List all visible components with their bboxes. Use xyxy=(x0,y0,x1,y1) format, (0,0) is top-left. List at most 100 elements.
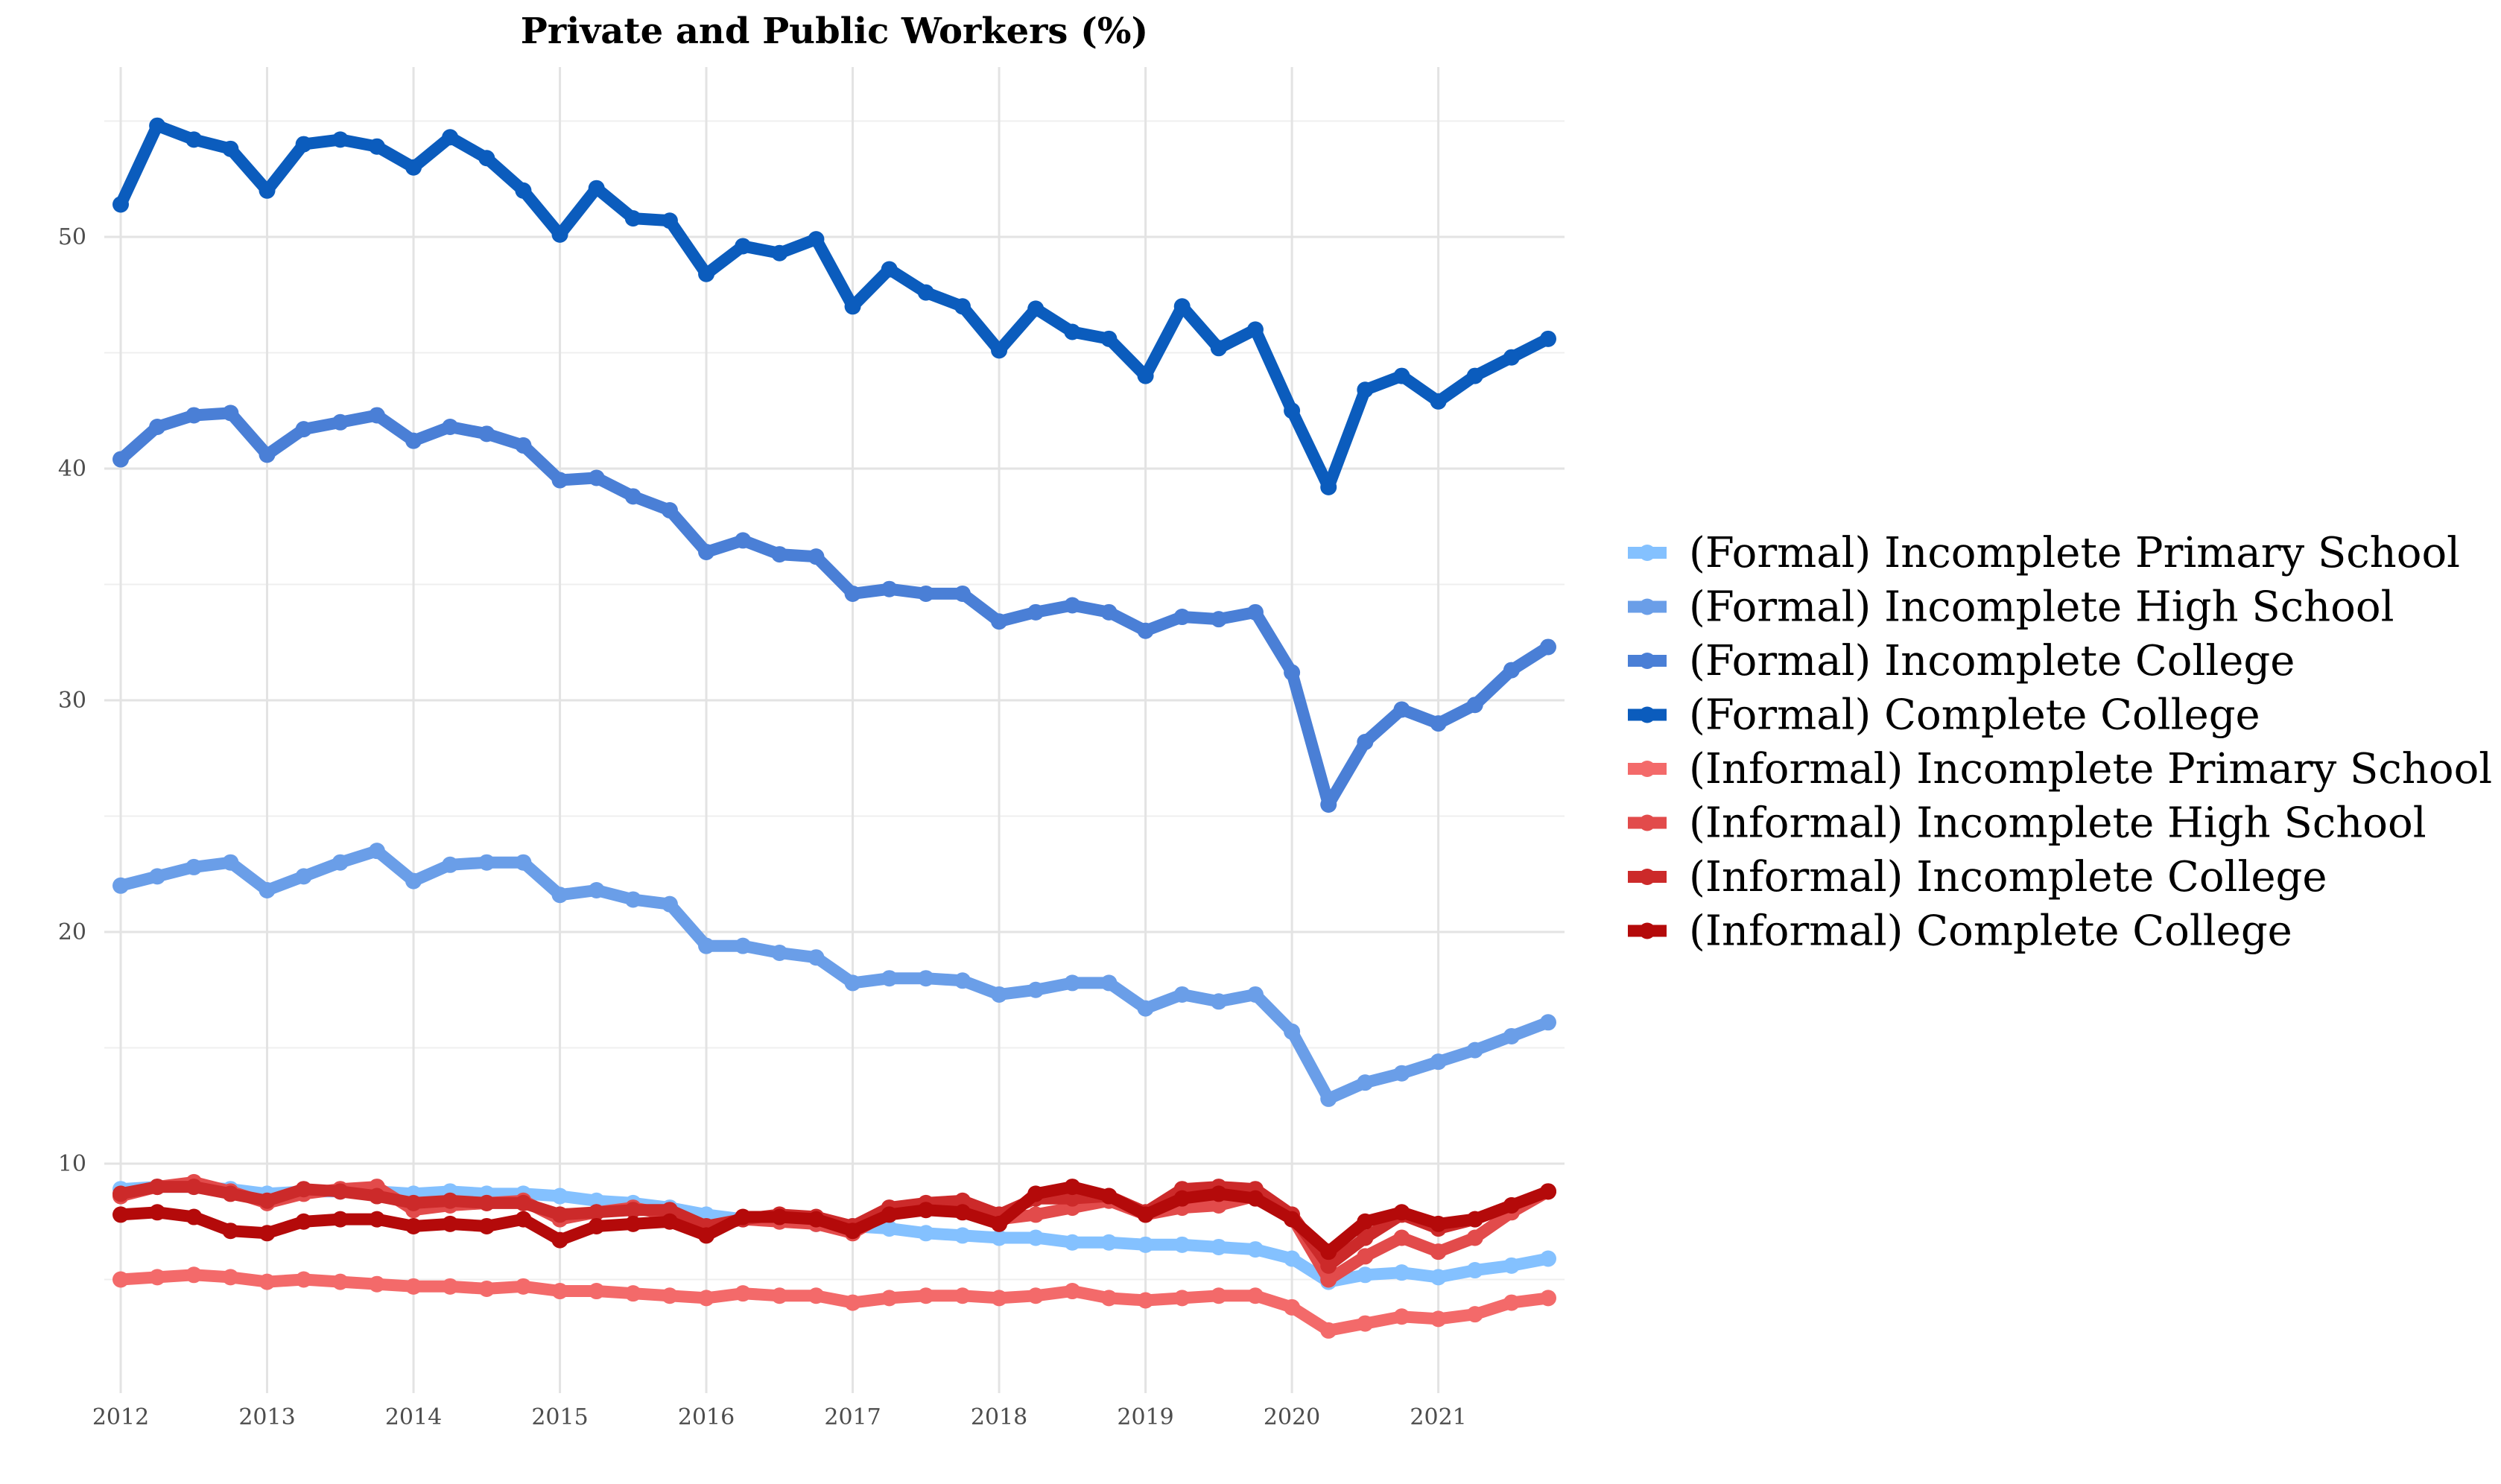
data-point xyxy=(1466,1211,1483,1228)
data-point xyxy=(1027,1206,1045,1223)
data-point xyxy=(1357,1266,1374,1284)
data-point xyxy=(698,1290,715,1307)
data-point xyxy=(1357,1315,1374,1332)
series-line xyxy=(115,407,1554,811)
data-point xyxy=(1320,796,1337,813)
data-point xyxy=(515,437,532,454)
data-point xyxy=(1064,1234,1081,1251)
data-point xyxy=(551,1231,568,1249)
legend-item: (Informal) Incomplete High School xyxy=(1628,799,2426,848)
legend-item: (Formal) Complete College xyxy=(1628,691,2260,740)
data-point xyxy=(1246,1287,1264,1304)
series-line xyxy=(115,845,1554,1105)
data-point xyxy=(624,210,641,227)
data-point xyxy=(112,877,129,894)
legend-label: (Informal) Complete College xyxy=(1689,907,2292,956)
data-point xyxy=(1393,367,1410,384)
data-point xyxy=(1027,603,1045,621)
data-point xyxy=(1357,1248,1374,1265)
x-tick-label: 2017 xyxy=(824,1404,881,1430)
data-point xyxy=(1100,1234,1118,1251)
data-point xyxy=(954,585,971,602)
data-point xyxy=(1466,367,1483,384)
data-point xyxy=(698,1227,715,1244)
data-point xyxy=(259,446,276,463)
data-point xyxy=(991,1215,1008,1232)
data-point xyxy=(991,986,1008,1003)
data-point xyxy=(624,1215,641,1232)
data-point xyxy=(1064,1283,1081,1300)
x-tick-label: 2018 xyxy=(971,1404,1027,1430)
data-point xyxy=(735,1285,752,1302)
data-point xyxy=(588,1204,605,1221)
data-point xyxy=(954,298,971,315)
data-point xyxy=(515,854,532,871)
data-point xyxy=(588,469,605,486)
legend-label: (Informal) Incomplete High School xyxy=(1689,799,2426,848)
legend-key-point xyxy=(1639,545,1655,561)
legend-key-point xyxy=(1639,922,1655,939)
data-point xyxy=(588,1217,605,1234)
data-point xyxy=(1210,1287,1227,1304)
data-point xyxy=(368,1211,385,1228)
data-point xyxy=(661,1287,678,1304)
data-point xyxy=(1027,300,1045,317)
data-point xyxy=(1393,701,1410,718)
data-point xyxy=(771,944,788,961)
data-point xyxy=(735,238,752,255)
legend-key-point xyxy=(1639,761,1655,777)
data-point xyxy=(186,131,203,148)
x-tick-label: 2014 xyxy=(385,1404,442,1430)
data-point xyxy=(1210,1238,1227,1255)
legend-key-point xyxy=(1639,598,1655,615)
data-point xyxy=(1357,1229,1374,1246)
data-point xyxy=(917,1225,934,1242)
data-point xyxy=(515,182,532,199)
data-point xyxy=(1027,1229,1045,1246)
data-point xyxy=(442,856,459,873)
data-point xyxy=(1064,323,1081,340)
data-point xyxy=(112,1185,129,1202)
data-point xyxy=(808,548,825,565)
data-point xyxy=(1540,638,1556,656)
data-point xyxy=(698,265,715,282)
data-point xyxy=(259,1192,276,1209)
legend-key-point xyxy=(1639,653,1655,669)
data-point xyxy=(149,868,166,885)
data-point xyxy=(588,180,605,197)
y-tick-label: 40 xyxy=(58,456,86,482)
data-point xyxy=(1503,662,1520,679)
data-point xyxy=(295,1271,312,1288)
data-point xyxy=(954,972,971,989)
data-point xyxy=(442,1192,459,1209)
series-line xyxy=(115,1269,1554,1336)
data-point xyxy=(149,117,166,134)
legend-label: (Informal) Incomplete College xyxy=(1689,853,2327,901)
data-point xyxy=(112,1271,129,1288)
data-point xyxy=(991,1290,1008,1307)
data-point xyxy=(1393,1065,1410,1082)
data-point xyxy=(222,1185,239,1202)
data-point xyxy=(1173,1236,1191,1253)
data-point xyxy=(259,1273,276,1290)
data-point xyxy=(661,1213,678,1230)
data-point xyxy=(442,1278,459,1295)
data-point xyxy=(1064,974,1081,992)
data-point xyxy=(808,949,825,966)
data-point xyxy=(551,1283,568,1300)
data-point xyxy=(844,974,861,992)
data-point xyxy=(1027,1185,1045,1202)
data-point xyxy=(1393,1204,1410,1221)
data-point xyxy=(1503,1027,1520,1044)
data-point xyxy=(661,212,678,229)
data-point xyxy=(624,1202,641,1219)
data-point xyxy=(1430,393,1447,410)
data-point xyxy=(1210,1196,1227,1214)
data-point xyxy=(405,1278,422,1295)
data-point xyxy=(1246,321,1264,338)
data-point xyxy=(186,1208,203,1225)
data-point xyxy=(1210,993,1227,1010)
data-point xyxy=(442,129,459,146)
data-point xyxy=(881,1220,898,1237)
